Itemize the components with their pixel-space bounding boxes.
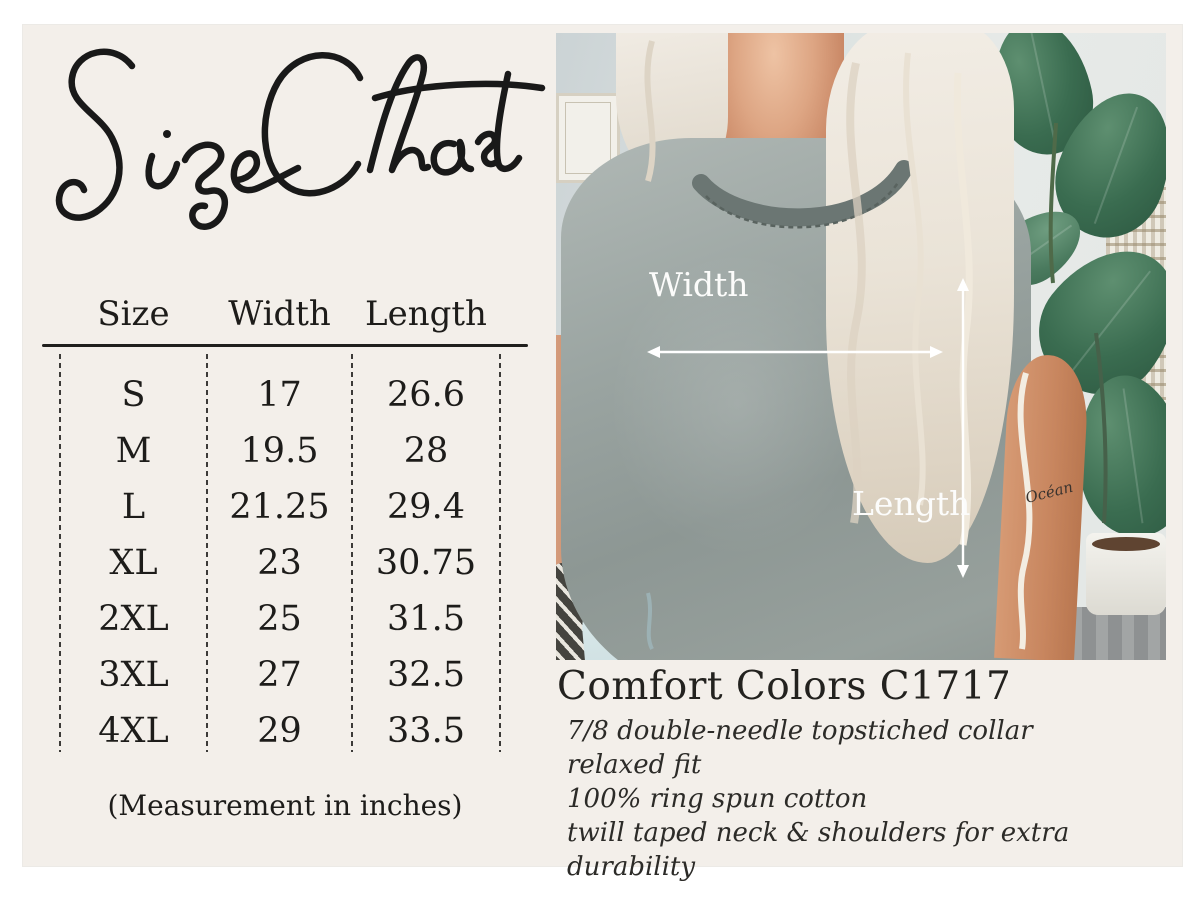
length-cell: 28 (403, 431, 449, 471)
shirt-collar (692, 160, 913, 227)
product-photo: Océan Width Length (556, 33, 1166, 660)
table-header-row: Size Width Length (60, 294, 500, 334)
column-header-length: Length (365, 294, 487, 334)
width-cell: 17 (257, 375, 302, 415)
length-cell: 26.6 (387, 375, 465, 415)
table-row: M 19.5 28 (60, 423, 500, 479)
hair-strand (644, 40, 656, 182)
size-chart-script-title (55, 48, 546, 230)
product-name: Comfort Colors C1717 (557, 664, 1012, 709)
width-cell: 25 (257, 599, 302, 639)
feature-line: relaxed fit (567, 750, 702, 780)
plant-stem (1048, 122, 1058, 284)
width-cell: 27 (257, 655, 302, 695)
length-arrowhead-bottom (957, 565, 969, 578)
width-cell: 19.5 (240, 431, 319, 471)
hair-strand (1017, 372, 1033, 650)
length-cell: 30.75 (375, 543, 477, 583)
size-cell: 2XL (98, 599, 169, 639)
width-cell: 29 (257, 711, 302, 751)
plant-pot (1086, 533, 1166, 615)
width-cell: 21.25 (229, 487, 330, 527)
ocean-tattoo: Océan (1024, 478, 1075, 507)
size-cell: L (121, 487, 146, 527)
size-cell: 3XL (98, 655, 169, 695)
product-features: 7/8 double-needle topstiched collar rela… (567, 714, 1200, 884)
length-cell: 31.5 (387, 599, 465, 639)
feature-line: 100% ring spun cotton (567, 784, 868, 814)
table-row: XL 23 30.75 (60, 535, 500, 591)
plant-stem (1094, 332, 1108, 524)
hair-strand (953, 72, 973, 546)
length-cell: 29.4 (387, 487, 465, 527)
title-text: Size Chart (0, 0, 1, 1)
pot-soil (1092, 537, 1160, 551)
feature-line: twill taped neck & shoulders for extra d… (567, 818, 1070, 882)
column-header-size: Size (97, 294, 170, 334)
size-table: S 17 26.6 M 19.5 28 L 21.25 29.4 XL 23 3… (60, 367, 500, 759)
width-label: Width (649, 265, 749, 304)
table-row: 4XL 29 33.5 (60, 703, 500, 759)
table-row: L 21.25 29.4 (60, 479, 500, 535)
size-cell: XL (109, 543, 158, 583)
width-cell: 23 (257, 543, 302, 583)
column-header-width: Width (228, 294, 331, 334)
hair-strand (903, 52, 926, 506)
size-cell: S (121, 375, 146, 415)
length-arrowhead-top (957, 278, 969, 291)
measurement-note: (Measurement in inches) (107, 789, 463, 822)
collar-stitching (705, 180, 901, 229)
length-cell: 33.5 (387, 711, 465, 751)
jeans-drawstring (646, 592, 654, 650)
table-column-divider (206, 354, 208, 752)
width-arrowhead-left (647, 346, 660, 358)
table-row: 3XL 27 32.5 (60, 647, 500, 703)
feature-line: 7/8 double-needle topstiched collar (567, 716, 1033, 746)
length-label: Length (852, 484, 970, 523)
size-cell: M (115, 431, 152, 471)
table-row: S 17 26.6 (60, 367, 500, 423)
table-column-divider (351, 354, 353, 752)
length-cell: 32.5 (387, 655, 465, 695)
table-header-divider (42, 344, 528, 347)
table-column-divider (499, 354, 501, 752)
size-cell: 4XL (98, 711, 169, 751)
photo-annotation-overlay: Océan Width Length (644, 40, 1108, 650)
hair-strand (846, 62, 866, 524)
table-column-divider (59, 354, 61, 752)
width-arrowhead-right (930, 346, 943, 358)
table-row: 2XL 25 31.5 (60, 591, 500, 647)
